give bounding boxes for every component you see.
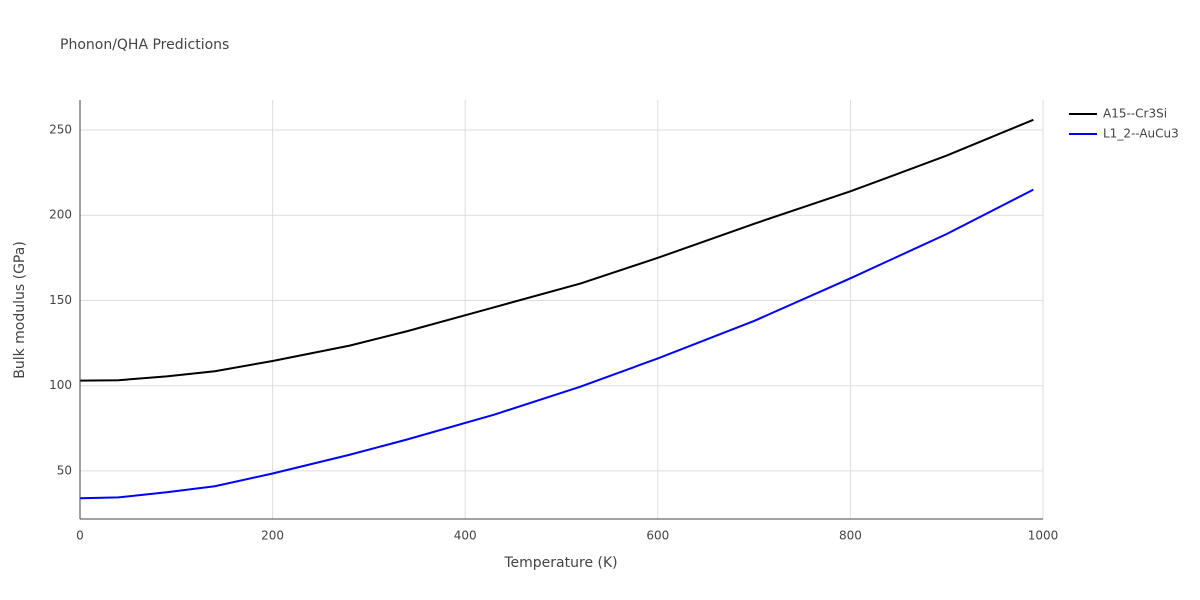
y-axis-title: Bulk modulus (GPa) bbox=[12, 241, 28, 379]
x-tick-label: 400 bbox=[454, 529, 477, 543]
y-tick-label: 200 bbox=[49, 208, 72, 222]
x-tick-label: 1000 bbox=[1028, 529, 1059, 543]
x-tick-label: 200 bbox=[261, 529, 284, 543]
x-tick-label: 800 bbox=[839, 529, 862, 543]
legend-label: A15--Cr3Si bbox=[1103, 107, 1167, 121]
plot-area bbox=[79, 118, 1034, 500]
grid bbox=[79, 100, 1044, 519]
x-tick-label: 600 bbox=[646, 529, 669, 543]
y-tick-label: 150 bbox=[49, 293, 72, 307]
series-line bbox=[79, 118, 1034, 382]
y-tick-label: 250 bbox=[49, 123, 72, 137]
series-line bbox=[79, 188, 1034, 500]
x-axis-title: Temperature (K) bbox=[503, 555, 617, 571]
legend-label: L1_2--AuCu3 bbox=[1103, 127, 1179, 141]
chart-title: Phonon/QHA Predictions bbox=[60, 37, 229, 53]
y-tick-label: 50 bbox=[57, 463, 72, 477]
x-tick-label: 0 bbox=[76, 529, 84, 543]
y-tick-label: 100 bbox=[49, 378, 72, 392]
